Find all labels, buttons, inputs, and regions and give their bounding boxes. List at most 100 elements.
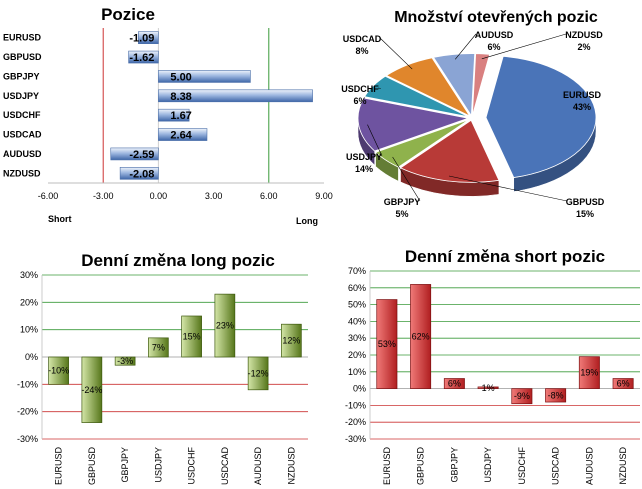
- bar-value-label: -10%: [48, 366, 69, 376]
- x-category-label: USDJPY: [483, 447, 493, 483]
- change-bar: [81, 356, 103, 423]
- position-bar: [158, 128, 208, 141]
- x-tick-label: 0.00: [150, 191, 168, 201]
- pie-label: GBPUSD 15%: [566, 197, 605, 219]
- category-label: EURUSD: [3, 33, 42, 43]
- category-label: GBPUSD: [3, 52, 42, 62]
- value-label: -1.09: [129, 33, 154, 45]
- pie-slice: [363, 75, 469, 118]
- pie-label-name: GBPUSD: [566, 197, 605, 207]
- x-tick-label: -3.00: [93, 191, 114, 201]
- positions-reference-lines: [48, 28, 324, 184]
- pie-label-value: 15%: [576, 209, 594, 219]
- long-label: Long: [296, 216, 318, 226]
- x-category-label: USDCHF: [517, 446, 527, 484]
- y-tick-label: 10%: [348, 367, 366, 377]
- change-bar: [114, 356, 136, 366]
- pie-slice: [485, 55, 597, 179]
- pie-slice: [374, 119, 470, 168]
- position-bar: [158, 70, 251, 83]
- positions-chart: Pozice EURUSD -1.09 GBPUSD -1.62 GBPJPY 5.00 U…: [3, 5, 333, 226]
- pie-label-value: 8%: [355, 46, 368, 56]
- pie-leader-line: [367, 124, 383, 157]
- pie-label: NZDUSD 2%: [565, 30, 603, 52]
- bar-value-label: 6%: [617, 379, 630, 389]
- bar-value-label: 23%: [216, 321, 234, 331]
- pie-leader-line: [481, 33, 567, 60]
- category-label: USDCHF: [3, 110, 41, 120]
- y-tick-label: -20%: [345, 417, 366, 427]
- pie-label-name: GBPJPY: [384, 197, 421, 207]
- y-tick-label: 10%: [20, 325, 38, 335]
- change-bar: [443, 378, 465, 389]
- x-category-label: USDJPY: [153, 447, 163, 483]
- x-category-label: USDCAD: [551, 447, 561, 486]
- bar-value-label: 53%: [378, 339, 396, 349]
- short-change-plot: -30% -20% -10% 0% 10% 20% 30% 40% 50% 60% 70% 53% EU…: [345, 266, 640, 485]
- category-label: NZDUSD: [3, 168, 41, 178]
- value-label: 2.64: [170, 130, 192, 142]
- x-category-label: GBPJPY: [449, 447, 459, 483]
- bar-value-label: -24%: [81, 385, 102, 395]
- pie-labels: EURUSD 43% GBPUSD 15% GBPJPY 5% USDJPY 14% USDCH…: [341, 30, 604, 219]
- bar-value-label: -12%: [248, 368, 269, 378]
- change-bar: [578, 356, 600, 389]
- x-category-label: GBPUSD: [87, 447, 97, 486]
- x-category-label: EURUSD: [54, 447, 64, 486]
- x-tick-label: -6.00: [38, 191, 59, 201]
- change-bar: [511, 388, 533, 405]
- position-bar: [110, 147, 159, 161]
- category-label: USDJPY: [3, 91, 39, 101]
- x-tick-label: 9.00: [315, 191, 333, 201]
- x-category-label: GBPJPY: [120, 447, 130, 483]
- y-tick-label: -30%: [17, 434, 38, 444]
- positions-x-ticks: -6.00 -3.00 0.00 3.00 6.00 9.00: [38, 191, 333, 201]
- y-tick-label: 30%: [20, 270, 38, 280]
- change-bar: [214, 293, 236, 358]
- pie-slice: [471, 53, 491, 116]
- category-label: GBPJPY: [3, 71, 40, 81]
- pie-label: USDJPY 14%: [346, 152, 382, 174]
- value-label: 5.00: [170, 71, 191, 83]
- y-tick-label: 30%: [348, 333, 366, 343]
- x-tick-label: 6.00: [260, 191, 278, 201]
- category-label: AUDUSD: [3, 149, 42, 159]
- x-category-label: NZDUSD: [286, 447, 296, 485]
- pie-label: EURUSD 43%: [563, 90, 602, 112]
- pie-label-value: 5%: [395, 209, 408, 219]
- pie-slice: [357, 97, 470, 152]
- x-category-label: GBPUSD: [416, 447, 426, 486]
- y-tick-label: -30%: [345, 434, 366, 444]
- change-bar: [181, 315, 202, 358]
- bar-value-label: -9%: [514, 391, 530, 401]
- y-tick-label: 60%: [348, 283, 366, 293]
- pie-label-name: AUDUSD: [475, 30, 514, 40]
- x-category-label: AUDUSD: [253, 447, 263, 486]
- bar-value-label: 6%: [448, 379, 461, 389]
- value-label: -2.59: [129, 149, 154, 161]
- positions-bars: EURUSD -1.09 GBPUSD -1.62 GBPJPY 5.00 USDJPY 8.…: [3, 31, 313, 180]
- y-tick-label: 20%: [348, 350, 366, 360]
- bar-value-label: 12%: [282, 336, 300, 346]
- pie-label-value: 14%: [355, 164, 373, 174]
- x-category-label: USDCAD: [220, 447, 230, 486]
- change-bar: [545, 388, 567, 403]
- bar-value-label: -3%: [117, 356, 133, 366]
- pie-chart-title: Množství otevřených pozic: [394, 9, 598, 26]
- x-category-label: EURUSD: [382, 447, 392, 486]
- bar-value-label: 15%: [183, 332, 201, 342]
- pie-label-name: USDCAD: [343, 34, 382, 44]
- bar-value-label: -8%: [548, 390, 564, 400]
- y-tick-label: 40%: [348, 316, 366, 326]
- bar-value-label: 62%: [412, 332, 430, 342]
- pie-label-value: 2%: [577, 42, 590, 52]
- pie-label: USDCHF 6%: [341, 84, 379, 106]
- change-bar: [148, 337, 169, 358]
- pie-slice: [385, 57, 471, 118]
- pie-label: GBPJPY 5%: [384, 197, 421, 219]
- y-tick-label: 0%: [353, 384, 366, 394]
- pie-label-value: 6%: [487, 42, 500, 52]
- category-label: USDCAD: [3, 130, 42, 140]
- y-tick-label: 70%: [348, 266, 366, 276]
